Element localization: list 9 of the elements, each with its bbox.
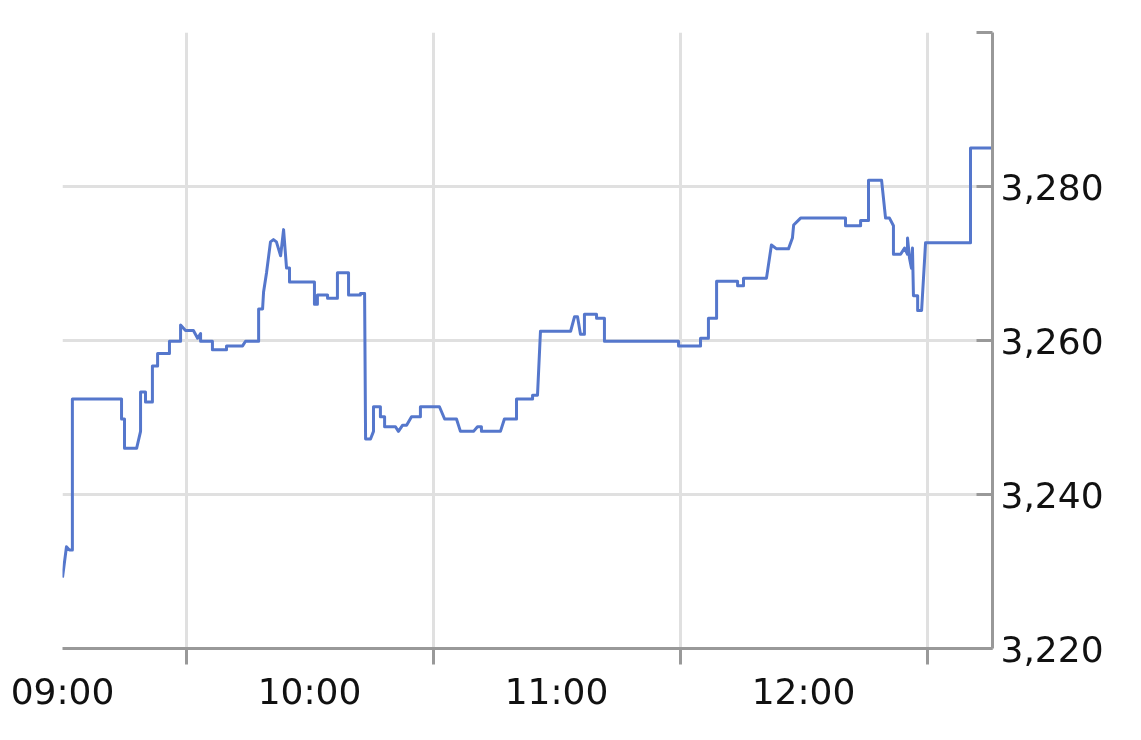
x-tick-label: 09:00	[10, 670, 115, 712]
line-series	[62, 146, 993, 580]
x-tick-label: 11:00	[504, 670, 609, 712]
x-tick-label: 12:00	[751, 670, 856, 712]
y-tick-label: 3,220	[1000, 628, 1104, 670]
x-tick-label: 10:00	[257, 670, 362, 712]
y-tick-label: 3,240	[1000, 474, 1104, 516]
y-tick-label: 3,260	[1000, 320, 1104, 362]
y-tick-label: 3,280	[1000, 166, 1104, 208]
